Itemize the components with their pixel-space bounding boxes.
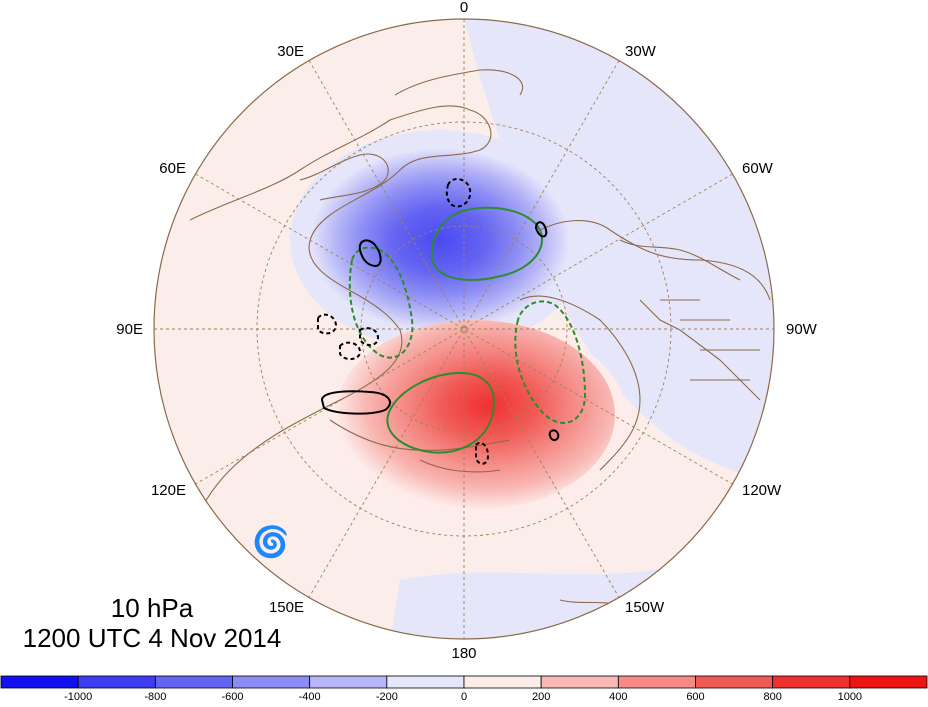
colorbar-label: 800 bbox=[763, 691, 781, 702]
black-dashed-contour-north bbox=[445, 178, 472, 208]
lon-label: 90W bbox=[786, 321, 818, 338]
colorbar-label: 200 bbox=[532, 691, 550, 702]
black-dashed-contour-south bbox=[475, 441, 490, 465]
colorbar-swatch bbox=[77, 675, 156, 689]
lat-circle-70 bbox=[360, 225, 568, 433]
colorbar-swatch bbox=[772, 675, 851, 689]
black-solid-contour-tiny bbox=[548, 429, 560, 442]
colorbar-label: -600 bbox=[221, 691, 243, 702]
black-solid-contour-east bbox=[534, 221, 548, 238]
green-solid-contour-south bbox=[386, 371, 495, 454]
pressure-level-title: 10 hPa bbox=[111, 593, 194, 623]
lon-label: 90E bbox=[116, 321, 143, 338]
black-dashed-contour-w3 bbox=[359, 327, 380, 346]
lon-label: 30W bbox=[625, 43, 657, 60]
colorbar-label: -400 bbox=[299, 691, 321, 702]
black-solid-contour-small bbox=[358, 239, 382, 268]
colorbar-swatch bbox=[386, 675, 465, 689]
green-dashed-contour-east bbox=[514, 300, 587, 424]
colorbar-swatch bbox=[309, 675, 388, 689]
meridian-60w-120e bbox=[195, 173, 733, 485]
contours bbox=[317, 178, 587, 465]
colorbar-label: 0 bbox=[461, 691, 467, 702]
lon-label: 120W bbox=[742, 482, 782, 499]
longitude-labels: 0 30W 60W 90W 120W 150W 180 150E 120E 90… bbox=[116, 0, 817, 662]
colorbar: -1000 -800 -600 -400 -200 0 200 400 600 800 1000 bbox=[0, 675, 928, 703]
colorbar-swatch bbox=[463, 675, 542, 689]
lon-label: 180 bbox=[451, 645, 476, 662]
lon-label: 60E bbox=[159, 160, 186, 177]
green-dashed-contour-west bbox=[348, 246, 414, 359]
map-border bbox=[153, 18, 775, 640]
colorbar-swatch bbox=[617, 675, 696, 689]
colorbar-label: 400 bbox=[609, 691, 627, 702]
lon-label: 150E bbox=[269, 599, 304, 616]
black-dashed-contour-w1 bbox=[317, 313, 338, 335]
lon-label: 120E bbox=[151, 482, 186, 499]
time-title: 1200 UTC 4 Nov 2014 bbox=[23, 623, 282, 653]
colorbar-label: -200 bbox=[376, 691, 398, 702]
colorbar-swatch bbox=[540, 675, 619, 689]
light-blue-sector bbox=[464, 19, 774, 480]
black-solid-contour-west bbox=[320, 390, 391, 415]
lon-label: 150W bbox=[625, 599, 665, 616]
black-dashed-contour-w2 bbox=[339, 341, 362, 360]
tropical-storm-glyph: 🌀 bbox=[252, 523, 289, 559]
colorbar-label: 1000 bbox=[838, 691, 862, 702]
colorbar-swatch bbox=[849, 675, 928, 689]
lon-label: 60W bbox=[742, 160, 774, 177]
meridian-30e-150w bbox=[308, 60, 620, 598]
neg-anomaly-core bbox=[310, 148, 570, 332]
lon-label: 0 bbox=[460, 0, 468, 16]
tropical-storm-icon: 🌀 bbox=[252, 523, 289, 559]
graticule bbox=[154, 19, 774, 639]
colorbar-swatch bbox=[232, 675, 311, 689]
pos-anomaly-core bbox=[335, 320, 615, 510]
green-solid-contour-north bbox=[430, 206, 543, 281]
colorbar-swatch bbox=[154, 675, 233, 689]
colorbar-swatch bbox=[695, 675, 774, 689]
colorbar-label: 600 bbox=[686, 691, 704, 702]
meridian-30w-150e bbox=[308, 60, 620, 598]
colorbar-swatch bbox=[0, 675, 79, 689]
lon-label: 30E bbox=[277, 43, 304, 60]
colorbar-label: -1000 bbox=[64, 691, 92, 702]
meridian-60e-120w bbox=[195, 173, 733, 485]
colorbar-label: -800 bbox=[144, 691, 166, 702]
